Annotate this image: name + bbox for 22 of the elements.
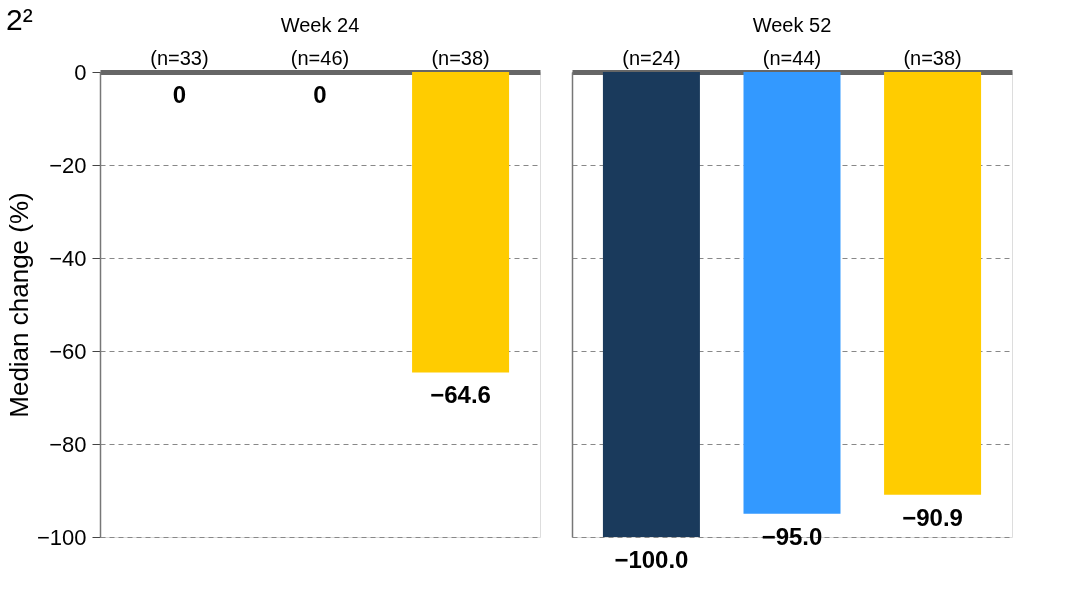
text: 2²	[5, 2, 33, 36]
chart-title: Week 52	[752, 14, 832, 36]
data-label: −95.0	[761, 522, 823, 550]
y-tick-label: −100	[36, 524, 87, 550]
data-label: 0	[172, 81, 187, 108]
data-label: −100.0	[614, 546, 689, 573]
x-tick-label: (n=38)	[903, 46, 962, 69]
x-tick-label: (n=44)	[762, 46, 822, 69]
y-tick-label: 0	[74, 59, 87, 85]
y-tick-label: −20	[49, 152, 87, 178]
data-label: −90.9	[902, 503, 963, 531]
y-axis-title: Median change (%)	[3, 192, 34, 418]
x-tick-label: (n=46)	[290, 46, 350, 69]
data-label: 0	[313, 81, 327, 108]
data-label: −64.6	[430, 381, 491, 409]
y-tick-label: −80	[49, 431, 87, 457]
x-tick-label: (n=24)	[622, 46, 681, 69]
y-tick-label: −60	[49, 338, 87, 364]
x-tick-label: (n=38)	[431, 46, 490, 69]
x-tick-label: (n=33)	[150, 46, 209, 69]
chart-title: Week 24	[280, 14, 360, 36]
y-tick-label: −40	[49, 245, 87, 271]
